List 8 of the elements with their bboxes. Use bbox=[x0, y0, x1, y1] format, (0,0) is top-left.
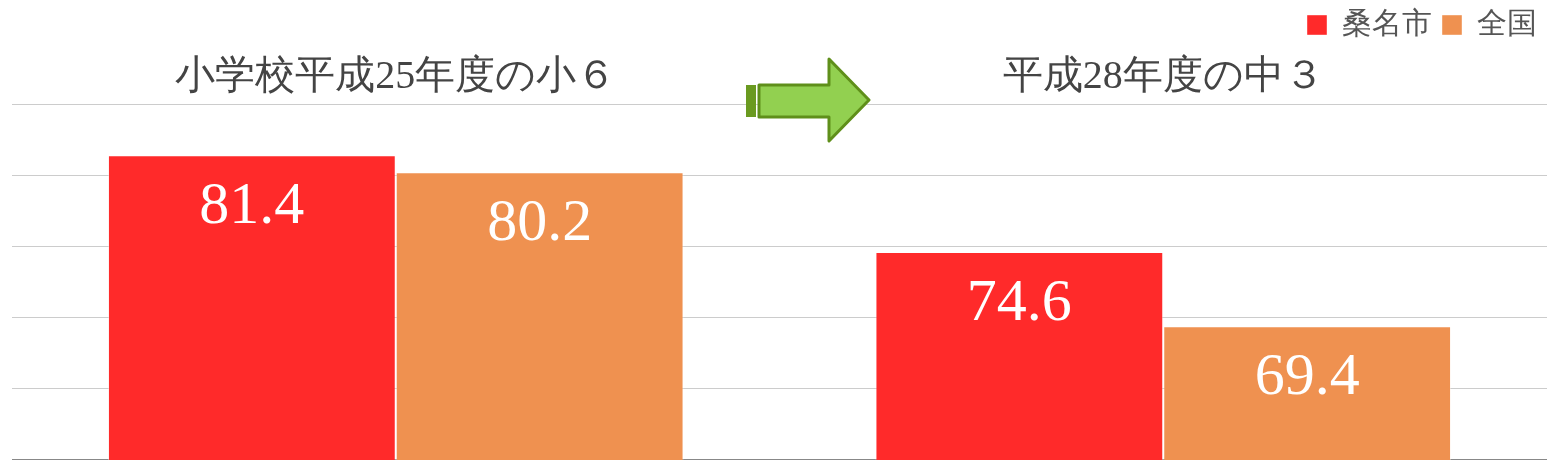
data-label: 74.6 bbox=[966, 266, 1072, 333]
data-label: 69.4 bbox=[1254, 340, 1360, 407]
legend-label: 全国 bbox=[1477, 5, 1537, 39]
data-label: 80.2 bbox=[487, 187, 593, 254]
legend-label: 桑名市 bbox=[1342, 5, 1432, 39]
x-tick-label: 平成28年度の中３ bbox=[1002, 51, 1324, 97]
x-tick-label: 小学校平成25年度の小６ bbox=[175, 51, 617, 97]
data-label: 81.4 bbox=[199, 170, 305, 237]
